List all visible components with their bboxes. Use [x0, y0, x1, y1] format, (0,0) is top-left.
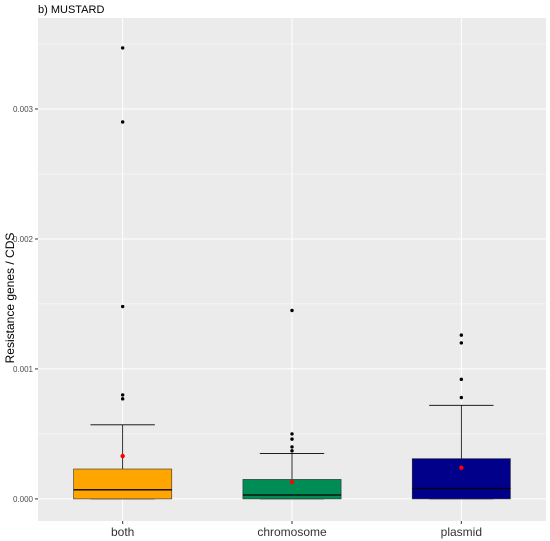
outlier-point — [459, 377, 464, 382]
box-series — [73, 46, 511, 500]
y-tick-label: 0.003 — [13, 105, 34, 114]
outlier-point — [120, 304, 125, 309]
x-tick-label: both — [111, 525, 134, 539]
outlier-point — [120, 397, 125, 401]
box-body — [242, 479, 342, 500]
box-both — [73, 46, 173, 500]
box-plasmid — [411, 333, 511, 500]
y-axis-label: Resistance genes / CDS — [3, 233, 17, 364]
outlier-point — [459, 341, 464, 345]
x-tick-label: plasmid — [441, 525, 482, 539]
y-tick-label: 0.000 — [13, 495, 34, 504]
outlier-point — [459, 395, 464, 400]
chart-title: b) MUSTARD — [38, 4, 104, 16]
y-tick-label: 0.002 — [13, 235, 34, 244]
x-axis: both chromosome plasmid — [111, 521, 482, 539]
outlier-point — [459, 333, 464, 337]
y-axis: 0.000 0.001 0.002 0.003 — [13, 105, 38, 504]
outlier-point — [290, 308, 294, 313]
mean-point — [289, 479, 295, 485]
box-body — [411, 458, 511, 500]
mean-point — [120, 453, 125, 459]
outlier-point — [120, 120, 125, 124]
box-body — [73, 468, 173, 500]
outlier-point — [290, 445, 294, 449]
box-chromosome — [242, 308, 342, 500]
y-tick-label: 0.001 — [13, 365, 34, 374]
x-tick-label: chromosome — [257, 525, 327, 539]
outlier-point — [120, 46, 125, 50]
outlier-point — [290, 432, 294, 436]
outlier-point — [120, 393, 125, 397]
mean-point — [459, 465, 464, 470]
outlier-point — [290, 437, 294, 441]
outlier-point — [290, 449, 294, 453]
